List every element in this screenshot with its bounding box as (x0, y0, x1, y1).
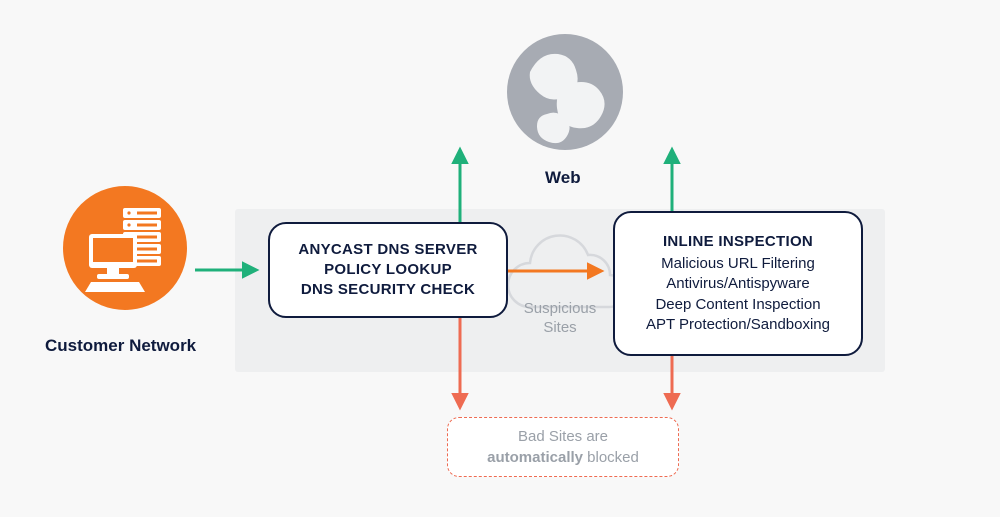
suspicious-line2: Sites (543, 319, 576, 336)
inspection-title: INLINE INSPECTION (615, 232, 861, 252)
dns-line-3: DNS SECURITY CHECK (270, 280, 506, 300)
bad-sites-box: Bad Sites are automatically blocked (447, 417, 679, 477)
diagram-canvas: ANYCAST DNS SERVER POLICY LOOKUP DNS SEC… (0, 0, 1000, 517)
inspection-item-2: Antivirus/Antispyware (615, 274, 861, 294)
suspicious-line1: Suspicious (524, 300, 597, 317)
dns-box: ANYCAST DNS SERVER POLICY LOOKUP DNS SEC… (268, 222, 508, 318)
bad-sites-text: Bad Sites are automatically blocked (487, 426, 639, 468)
bad-pre: Bad Sites are (518, 428, 608, 445)
dns-line-1: ANYCAST DNS SERVER (270, 240, 506, 260)
bad-post: blocked (583, 449, 639, 466)
dns-line-2: POLICY LOOKUP (270, 260, 506, 280)
suspicious-sites-label: Suspicious Sites (515, 300, 605, 338)
inspection-box: INLINE INSPECTION Malicious URL Filterin… (613, 211, 863, 356)
inspection-item-3: Deep Content Inspection (615, 295, 861, 315)
inspection-item-1: Malicious URL Filtering (615, 254, 861, 274)
web-label: Web (545, 168, 581, 188)
customer-network-icon (63, 186, 187, 310)
inspection-item-4: APT Protection/Sandboxing (615, 315, 861, 335)
customer-network-label: Customer Network (45, 336, 196, 356)
bad-bold: automatically (487, 449, 583, 466)
